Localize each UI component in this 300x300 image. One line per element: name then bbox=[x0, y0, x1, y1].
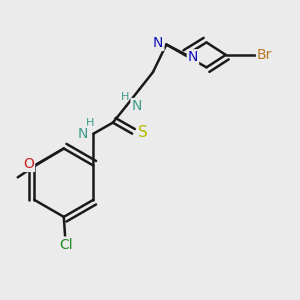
Text: N: N bbox=[153, 36, 164, 50]
Text: H: H bbox=[121, 92, 129, 102]
Text: Cl: Cl bbox=[59, 238, 73, 251]
Text: N: N bbox=[78, 127, 88, 141]
Text: N: N bbox=[188, 50, 198, 64]
Text: S: S bbox=[137, 125, 147, 140]
Text: N: N bbox=[132, 99, 142, 113]
Text: H: H bbox=[86, 118, 95, 128]
Text: O: O bbox=[23, 157, 34, 171]
Text: Br: Br bbox=[257, 48, 272, 62]
